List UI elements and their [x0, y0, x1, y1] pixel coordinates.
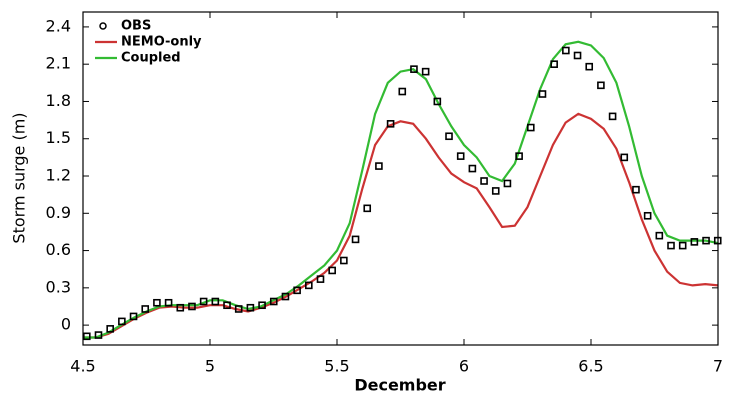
obs-point — [690, 238, 699, 246]
obs-point — [246, 303, 255, 312]
obs-point — [585, 62, 594, 71]
obs-point — [106, 325, 114, 333]
obs-point — [305, 281, 313, 290]
x-tick-label: 5 — [205, 357, 215, 376]
obs-point — [211, 297, 220, 306]
y-axis-label: Storm surge (m) — [10, 112, 29, 243]
obs-point — [456, 152, 465, 160]
obs-point — [421, 67, 430, 76]
x-tick-label: 6.5 — [578, 357, 603, 376]
legend-label: NEMO-only — [121, 35, 202, 50]
y-tick-label: 0 — [61, 315, 71, 334]
obs-point — [316, 275, 325, 283]
obs-point — [258, 301, 266, 310]
obs-point — [269, 297, 278, 306]
obs-point — [141, 305, 150, 313]
y-tick-label: 0.9 — [46, 203, 71, 222]
obs-point — [293, 286, 301, 295]
obs-point — [643, 211, 652, 220]
y-tick-label: 0.3 — [46, 277, 71, 296]
obs-point — [562, 46, 570, 55]
obs-point — [398, 87, 407, 96]
legend-label: Coupled — [121, 51, 181, 66]
y-tick-label: 1.8 — [46, 91, 71, 110]
obs-point — [118, 317, 126, 326]
obs-point — [480, 177, 488, 185]
y-tick-label: 0.6 — [46, 240, 71, 259]
obs-point — [538, 90, 547, 98]
obs-point — [608, 112, 617, 121]
obs-point — [94, 331, 103, 339]
obs-point — [667, 241, 675, 250]
obs-point — [340, 256, 348, 265]
obs-point — [375, 162, 383, 170]
obs-point — [550, 60, 558, 68]
x-tick-label: 4.5 — [70, 357, 95, 376]
obs-point — [129, 312, 138, 321]
series-line — [83, 40, 719, 339]
y-tick-label: 1.5 — [46, 128, 71, 147]
obs-point — [655, 231, 664, 240]
obs-point — [386, 120, 395, 128]
obs-point — [223, 301, 231, 310]
x-tick-label: 5.5 — [324, 357, 349, 376]
obs-point — [433, 97, 442, 106]
obs-point — [410, 65, 418, 73]
obs-point — [515, 152, 523, 160]
obs-point — [351, 235, 360, 244]
plot-frame — [82, 11, 719, 346]
obs-point — [620, 153, 629, 162]
y-tick-label: 1.2 — [46, 166, 71, 185]
legend-label: OBS — [121, 19, 151, 34]
obs-point — [153, 298, 161, 307]
x-axis-label: December — [354, 376, 445, 395]
obs-point — [678, 241, 687, 250]
obs-point — [527, 123, 535, 132]
obs-point — [281, 292, 290, 301]
x-tick-label: 6 — [459, 357, 469, 376]
obs-point — [188, 302, 196, 311]
obs-point — [445, 132, 453, 141]
legend-marker — [99, 22, 107, 30]
obs-point — [176, 303, 185, 312]
obs-point — [83, 332, 91, 341]
obs-point — [328, 266, 336, 275]
y-tick-label: 2.4 — [46, 16, 71, 35]
obs-point — [234, 305, 243, 313]
obs-point — [702, 236, 710, 245]
obs-point — [503, 179, 512, 188]
obs-point — [597, 81, 605, 90]
obs-point — [573, 51, 582, 60]
obs-point — [164, 298, 173, 307]
x-tick-label: 7 — [713, 357, 723, 376]
obs-point — [468, 164, 477, 173]
obs-point — [199, 297, 208, 306]
obs-point — [491, 187, 500, 195]
obs-point — [632, 185, 640, 194]
obs-point — [363, 204, 372, 213]
y-tick-label: 2.1 — [46, 54, 71, 73]
